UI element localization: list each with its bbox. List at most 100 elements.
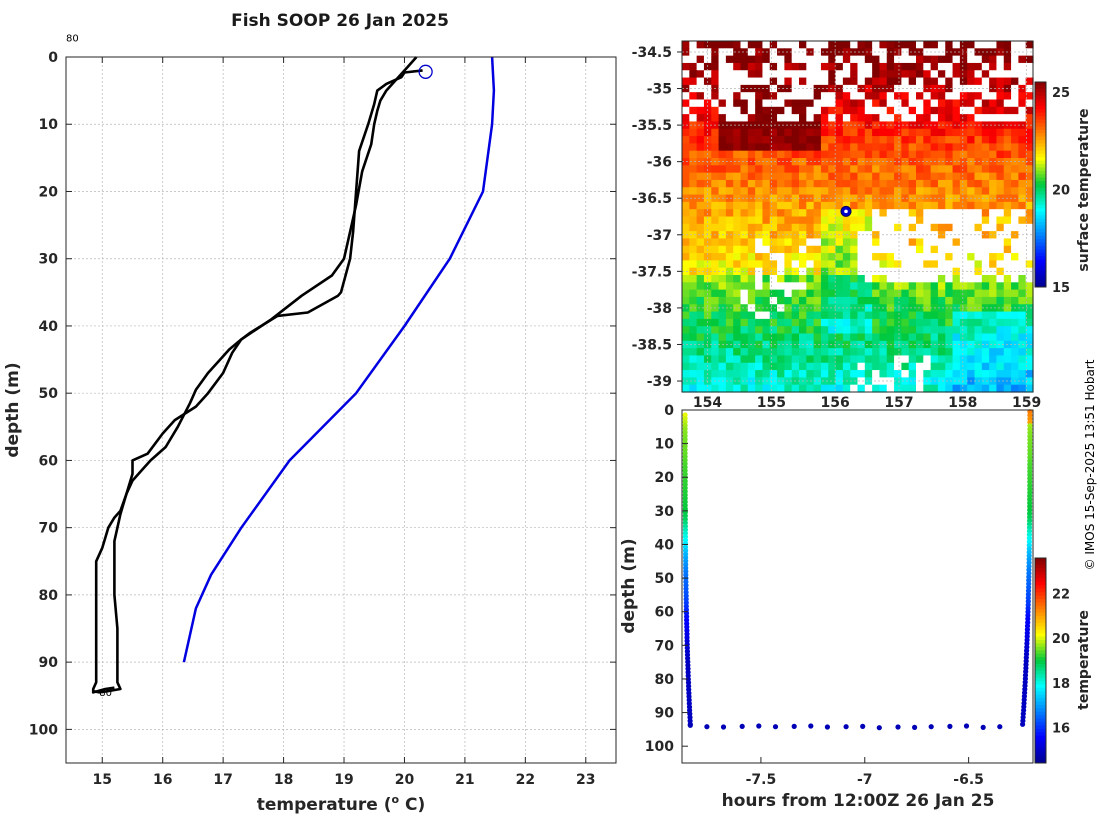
sst-map-cell [682,245,690,254]
sst-map-cell [703,223,712,232]
sst-map-cell [747,99,756,108]
sst-map-cell [696,333,705,342]
sst-map-cell [930,136,939,144]
sst-map-cell [1025,267,1034,276]
sst-map-cell [967,245,976,254]
sst-map-cell [923,260,932,269]
sst-map-cell [864,187,873,196]
sst-map-cell [784,77,793,86]
sst-map-cell [996,48,1005,57]
sst-map-cell [820,267,829,276]
sst-map-cell [901,282,910,291]
sst-map-cell [930,296,939,305]
sst-map-cell [894,355,902,364]
sst-map-cell [820,289,829,298]
sst-map-cell [689,62,698,71]
sst-map-cell [872,326,881,335]
sst-map-cell [967,41,976,49]
sst-map-cell [762,384,771,393]
sst-map-cell [872,70,881,79]
sst-map-cell [689,370,698,378]
sst-map-cell [967,187,976,196]
sst-map-cell [916,201,924,210]
section-colorbar-segment [1035,752,1046,757]
sst-map-cell [952,121,961,130]
sst-map-cell [689,128,698,137]
sst-map-cell [842,275,851,283]
sst-map-cell [696,377,705,386]
sst-map-cell [857,70,866,79]
sst-map-cell [981,318,990,327]
sst-map-cell [1003,128,1012,137]
sst-map-cell [777,99,785,108]
sst-map-cell [813,136,822,144]
sst-map-cell [696,289,705,298]
sst-map-cell [682,77,690,86]
sst-map-cell [711,165,720,174]
sst-map-cell [952,238,961,247]
sst-map-cell [981,238,990,247]
sst-map-cell [769,128,778,137]
profile-annotation: 80 [99,688,112,699]
sst-map-cell [689,136,698,144]
sst-map-cell [740,340,749,349]
sst-map-cell [718,128,727,137]
sst-map-cell [740,311,749,320]
sst-map-cell [996,311,1005,320]
sst-map-cell [981,92,990,101]
sst-map-cell [886,370,895,378]
sst-map-cell [820,282,829,291]
sst-map-cell [755,92,764,101]
sst-map-cell [1018,209,1027,218]
sst-map-cell [916,355,924,364]
sst-map-cell [689,172,698,181]
sst-map-cell [857,48,866,57]
sst-map-cell [791,55,800,64]
profile-y-tick-label: 50 [39,386,59,402]
sst-map-cell [945,304,954,313]
sst-map-cell [784,150,793,159]
sst-map-cell [791,165,800,174]
sst-map-cell [901,114,910,123]
sst-map-cell [740,296,749,305]
sst-map-cell [1018,41,1027,49]
sst-map-cell [952,179,961,188]
sst-map-cell [864,150,873,159]
sst-map-cell [894,238,902,247]
sst-map-cell [711,318,720,327]
sst-map-cell [908,238,917,247]
sst-map-cell [842,326,851,335]
sst-map-cell [952,62,961,71]
sst-map-y-tick-label: -35.5 [632,118,672,134]
sst-map-cell [886,172,895,181]
sst-map-cell [755,289,764,298]
sst-map-cell [967,77,976,86]
sst-map-cell [740,362,749,371]
sst-map-cell [916,326,924,335]
sst-map-cell [879,260,888,269]
sst-map-cell [769,172,778,181]
sst-map-cell [682,55,690,64]
sst-map-cell [769,333,778,342]
sst-map-cell [799,238,807,247]
sst-map-cell [733,384,742,393]
sst-map-cell [894,143,902,152]
sst-map-cell [784,223,793,232]
sst-map-cell [886,136,895,144]
sst-map-cell [952,209,961,218]
sst-colorbar-segment [1035,174,1046,179]
sst-map-cell [725,77,734,86]
sst-map-cell [769,194,778,203]
sst-map-cell [740,304,749,313]
sst-map-cell [952,41,961,49]
sst-map-cell [937,362,946,371]
section-point-bottom [808,723,814,729]
sst-map-cell [981,296,990,305]
sst-map-cell [784,253,793,261]
sst-map-cell [974,362,983,371]
sst-colorbar-segment [1035,170,1046,175]
sst-map-cell [696,348,705,357]
sst-map-cell [777,311,785,320]
sst-map-cell [703,143,712,152]
sst-map-cell [901,362,910,371]
